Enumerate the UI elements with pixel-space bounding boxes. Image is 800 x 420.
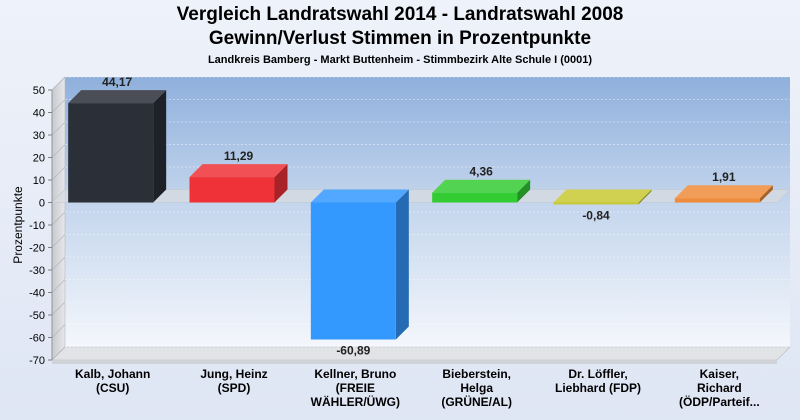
bar-4: 4,36 [432, 165, 531, 203]
x-tick-label: Kellner, Bruno (FREIE WÄHLER/ÜWG) [311, 367, 400, 409]
bar-front [553, 202, 639, 205]
gridline-wall [51, 256, 66, 271]
plot-floor-edge [52, 360, 777, 364]
y-tick-label: -20 [29, 243, 45, 255]
gridline-wall [51, 99, 66, 113]
y-tick-label: 40 [33, 108, 45, 120]
y-tick-label: 30 [33, 130, 45, 142]
y-tick-label: 10 [33, 175, 45, 187]
data-label: 1,91 [712, 170, 736, 184]
bar-side [638, 189, 652, 205]
chart-subtitle: Landkreis Bamberg - Markt Buttenheim - S… [207, 54, 593, 66]
data-label: -60,89 [336, 344, 370, 358]
gridline-wall [51, 234, 66, 248]
gridline-wall [51, 301, 66, 316]
gridline-wall [51, 346, 66, 361]
y-axis-title: Prozentpunkte [11, 186, 25, 264]
bar-front [68, 103, 154, 203]
bar-2: 11,29 [189, 149, 288, 203]
data-label: 11,29 [224, 149, 254, 163]
y-tick-label: 0 [39, 198, 45, 210]
y-tick-label: -40 [29, 288, 45, 300]
bar-3: -60,89 [310, 189, 409, 358]
gridline-wall [51, 76, 66, 91]
data-label: -0,84 [582, 208, 610, 222]
bar-side [517, 179, 531, 203]
data-label: 44,17 [102, 75, 132, 89]
y-tick-label: -60 [29, 333, 45, 345]
x-tick-label: Bieberstein, Helga (GRÜNE/AL) [441, 367, 512, 409]
bar-top [553, 189, 652, 203]
y-axis: 50 40 30 20 10 0 -10 -20 -30 -40 -50 -60 -70 Prozentp… [11, 85, 53, 367]
bar-top [432, 179, 531, 193]
gridline-wall [51, 166, 66, 181]
gridline-wall [51, 279, 66, 293]
bar-side [759, 185, 773, 203]
bar-top [674, 185, 773, 199]
y-tick-label: -10 [29, 220, 45, 232]
bar-front [189, 177, 275, 203]
bar-top [189, 164, 288, 178]
x-axis-labels: Kalb, Johann (CSU) Jung, Heinz (SPD) Kellner… [75, 367, 760, 409]
gridline-wall [51, 324, 66, 338]
y-tick-label: -70 [29, 355, 45, 367]
chart-title-line1: Vergleich Landratswahl 2014 - Landratswa… [176, 4, 624, 25]
bar-5: -0,84 [553, 189, 652, 222]
y-tick-label: -50 [29, 310, 45, 322]
y-tick-label: -30 [29, 265, 45, 277]
x-tick-label: Kaiser, Richard (ÖDP/Parteif... [679, 367, 760, 409]
plot-floor [51, 346, 791, 361]
x-tick-label: Dr. Löffler, Liebhard (FDP) [555, 367, 641, 395]
data-label: 4,36 [469, 165, 493, 179]
bar-side [153, 90, 167, 203]
bar-front [674, 198, 760, 203]
y-tick-label: 50 [33, 85, 45, 97]
bar-6: 1,91 [674, 170, 773, 203]
bar-top [310, 189, 409, 203]
bar-top [68, 90, 167, 104]
bar-front [310, 202, 396, 340]
gridline-wall [51, 144, 66, 158]
gridline-wall [51, 211, 66, 226]
x-tick-label: Kalb, Johann (CSU) [75, 367, 150, 395]
bar-1: 44,17 [68, 75, 167, 203]
y-tick-label: 20 [33, 153, 45, 165]
chart-title-line2: Gewinn/Verlust Stimmen in Prozentpunkte [208, 28, 592, 49]
x-tick-label: Jung, Heinz (SPD) [200, 367, 267, 395]
bar-side [274, 164, 288, 203]
bar-front [432, 192, 518, 203]
gridline-wall [51, 121, 66, 136]
bar-side [395, 189, 409, 340]
bars: 44,17 11,29 -60,89 4,36 -0,84 1,91 [68, 75, 773, 358]
